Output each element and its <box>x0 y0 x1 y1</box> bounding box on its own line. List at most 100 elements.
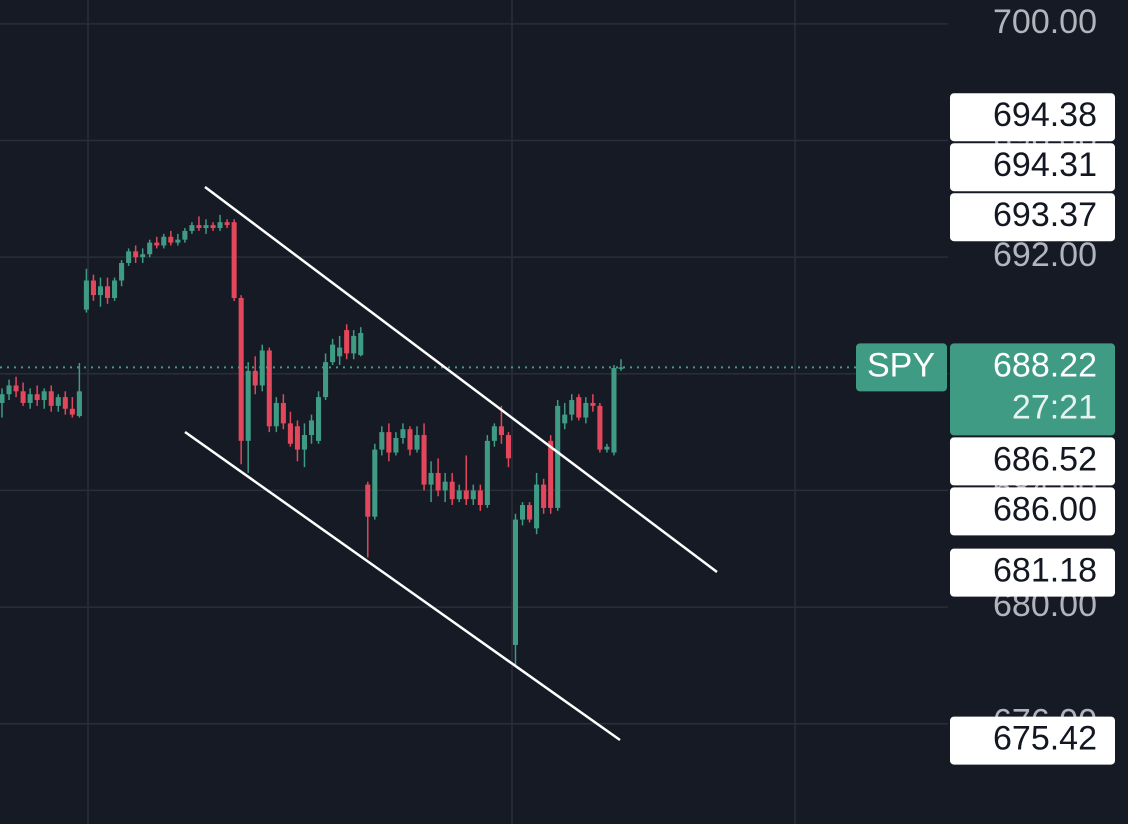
candle-body <box>69 408 75 415</box>
price-label: 686.52 <box>993 440 1097 478</box>
candle-body <box>372 449 378 517</box>
price-labels: SPY 688.22 27:21 694.38 694.31 693.37 686.52 68… <box>856 93 1115 765</box>
price-label-box <box>950 548 1115 597</box>
price-label: 694.38 <box>993 96 1097 134</box>
candle-body <box>534 484 540 529</box>
candle-body <box>259 350 265 386</box>
price-label-box <box>950 193 1115 242</box>
candle-body <box>48 391 54 406</box>
candle-body <box>231 222 237 298</box>
candle-body <box>252 370 258 386</box>
last-price-box <box>950 343 1115 436</box>
candle-body <box>463 490 469 500</box>
candle-body <box>477 490 483 506</box>
candle-body <box>189 225 195 231</box>
candle-body <box>210 225 216 229</box>
candle-body <box>541 484 547 508</box>
countdown-label: 27:21 <box>1012 388 1097 426</box>
price-label: 681.18 <box>993 552 1097 590</box>
price-label-box <box>950 487 1115 536</box>
candle-body <box>55 397 61 406</box>
candle-body <box>365 484 371 517</box>
candle-body <box>316 397 322 441</box>
candle-body <box>505 435 511 459</box>
candle-body <box>597 405 603 450</box>
candle-body <box>0 394 5 403</box>
price-label-box <box>950 716 1115 765</box>
candle-body <box>182 230 188 240</box>
price-label: 694.31 <box>993 146 1097 184</box>
trend-lines <box>184 186 718 742</box>
candle-body <box>527 505 533 520</box>
candle-body <box>147 242 153 255</box>
candle-body <box>393 437 399 453</box>
candle-body <box>168 236 174 243</box>
candle-body <box>498 426 504 436</box>
candle-body <box>323 362 329 398</box>
candle-body <box>41 391 47 401</box>
candle-body <box>576 397 582 418</box>
candle-body <box>379 432 385 450</box>
candle-body <box>442 481 448 491</box>
candle-body <box>421 435 427 485</box>
candle-body <box>491 426 497 441</box>
candle-body <box>27 394 33 403</box>
candle-body <box>62 397 68 409</box>
y-tick-label: 692.00 <box>993 236 1097 274</box>
candle-body <box>569 400 575 415</box>
candle-body <box>435 472 441 491</box>
candle-body <box>196 225 202 229</box>
candle-body <box>245 370 251 441</box>
candle-body <box>217 222 223 229</box>
candle-body <box>449 481 455 500</box>
candle-body <box>470 490 476 500</box>
candle-body <box>301 435 307 450</box>
candle-body <box>90 280 96 296</box>
candle-body <box>6 385 12 395</box>
price-label-box <box>950 143 1115 192</box>
candle-body <box>358 332 364 356</box>
candle-body <box>119 263 125 281</box>
candle-body <box>140 254 146 258</box>
candle-body <box>20 391 26 403</box>
y-tick-label: 700.00 <box>993 3 1097 41</box>
candle-body <box>133 251 139 258</box>
price-label-box <box>950 437 1115 486</box>
candle-body <box>34 394 40 401</box>
candle-body <box>76 391 82 417</box>
candle-body <box>611 367 617 453</box>
candle-body <box>266 350 272 427</box>
candle-body <box>13 385 19 392</box>
candle-body <box>308 420 315 436</box>
candle-body <box>407 429 413 450</box>
price-label: 693.37 <box>993 196 1097 234</box>
symbol-box <box>856 343 947 392</box>
candle-body <box>562 414 568 424</box>
grid <box>0 0 948 824</box>
candle-body <box>126 251 132 264</box>
candle-body <box>604 446 610 450</box>
candle-body <box>273 402 279 427</box>
candle-body <box>583 402 589 418</box>
candle-body <box>280 402 286 424</box>
candle-body <box>548 440 554 508</box>
candle-body <box>400 429 406 438</box>
price-label: 686.00 <box>993 490 1097 528</box>
candle-body <box>154 242 160 246</box>
candle-body <box>555 405 561 508</box>
trend-line <box>184 430 621 742</box>
candle-body <box>203 225 209 229</box>
candle-body <box>344 330 350 354</box>
candle-body <box>112 280 118 298</box>
candle-body <box>386 432 392 453</box>
candles <box>0 214 948 666</box>
candle-body <box>618 367 624 369</box>
candle-body <box>330 344 336 363</box>
candle-body <box>337 347 343 357</box>
candle-body <box>238 297 244 441</box>
candle-body <box>414 435 420 450</box>
candle-body <box>351 335 357 354</box>
candle-body <box>175 239 181 243</box>
